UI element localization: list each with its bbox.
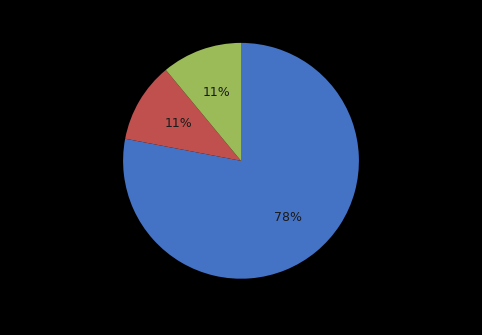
Wedge shape <box>125 70 241 161</box>
Text: 11%: 11% <box>202 85 230 98</box>
Text: 78%: 78% <box>274 211 302 224</box>
Wedge shape <box>166 43 241 161</box>
Wedge shape <box>123 43 359 279</box>
Text: 11%: 11% <box>164 117 192 130</box>
